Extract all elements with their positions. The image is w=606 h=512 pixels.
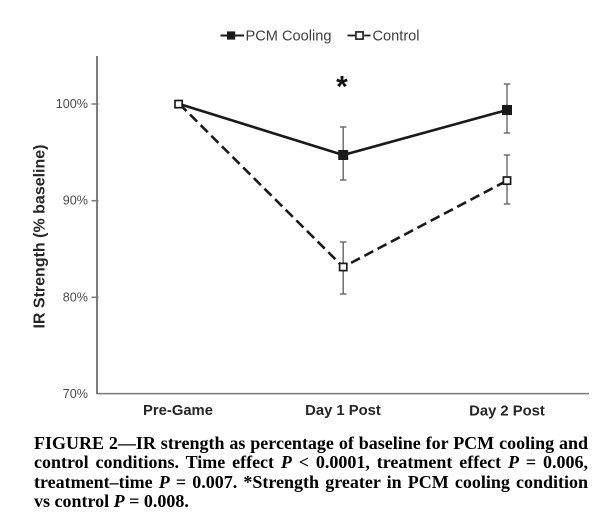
svg-text:100%: 100% (56, 97, 88, 111)
svg-text:Control: Control (373, 29, 420, 45)
svg-text:Day 2 Post: Day 2 Post (469, 404, 545, 420)
svg-text:70%: 70% (63, 387, 88, 401)
svg-text:*: * (336, 71, 348, 104)
svg-text:Pre-Game: Pre-Game (143, 403, 213, 419)
svg-text:80%: 80% (63, 291, 88, 305)
svg-text:90%: 90% (63, 194, 88, 208)
svg-text:Day 1 Post: Day 1 Post (305, 403, 381, 419)
svg-text:IR Strength (% baseline): IR Strength (% baseline) (32, 144, 49, 328)
svg-text:PCM Cooling: PCM Cooling (246, 29, 332, 45)
